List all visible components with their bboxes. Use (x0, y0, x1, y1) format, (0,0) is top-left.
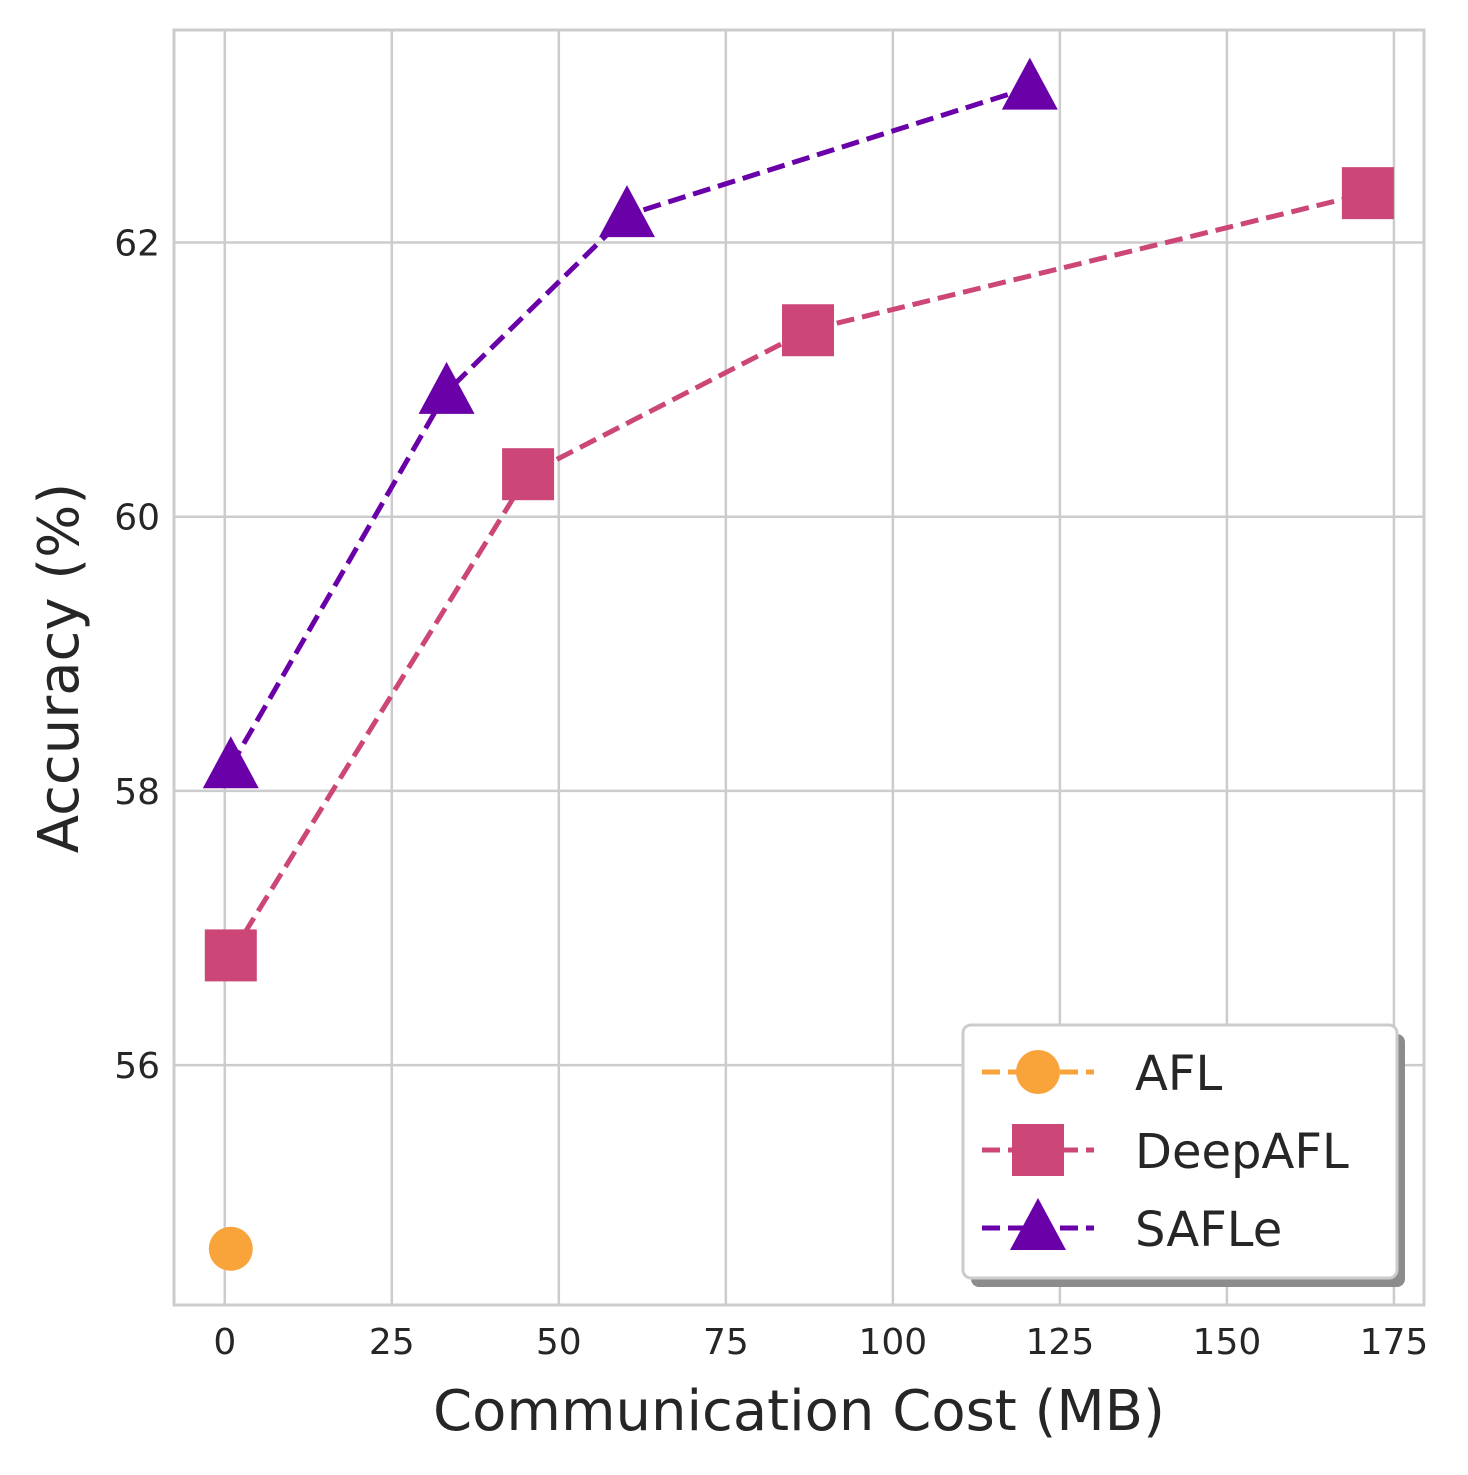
x-tick-label: 75 (703, 1322, 749, 1363)
plot-frame (172, 28, 1426, 1307)
legend-label-afl: AFL (1135, 1046, 1222, 1102)
y-axis-label: Accuracy (%) (27, 483, 92, 853)
legend-marker-safle (1010, 1198, 1066, 1250)
deepafl-point (502, 448, 555, 501)
x-tick-label: 0 (213, 1322, 236, 1363)
x-tick-label: 25 (369, 1322, 415, 1363)
legend-label-safle: SAFLe (1135, 1202, 1282, 1258)
series-afl (208, 1226, 253, 1271)
x-tick-label: 125 (1026, 1322, 1095, 1363)
safle-point (1001, 57, 1058, 110)
y-tick-label: 58 (114, 772, 160, 813)
y-tick-label: 56 (114, 1046, 160, 1087)
safle-point (598, 185, 655, 238)
x-tick-label: 50 (536, 1322, 582, 1363)
safle-line (228, 85, 1031, 768)
safle-point (202, 736, 259, 789)
legend: AFL DeepAFL SAFLe (961, 1023, 1405, 1287)
grid (174, 30, 1424, 1305)
afl-point (208, 1226, 253, 1271)
legend-label-deepafl: DeepAFL (1135, 1124, 1349, 1180)
legend-marker-afl (1016, 1050, 1060, 1094)
deepafl-point (1341, 167, 1394, 220)
legend-box (961, 1023, 1399, 1280)
y-tick-label: 60 (114, 498, 160, 539)
y-tick-labels: 56 58 60 62 (114, 224, 160, 1088)
legend-marker-deepafl (1012, 1124, 1064, 1176)
deepafl-point (204, 929, 257, 982)
x-tick-label: 100 (859, 1322, 928, 1363)
deepafl-point (782, 304, 835, 357)
x-tick-label: 150 (1193, 1322, 1262, 1363)
y-tick-label: 62 (114, 224, 160, 265)
x-tick-label: 175 (1360, 1322, 1429, 1363)
x-axis-label: Communication Cost (MB) (433, 1379, 1165, 1444)
safle-point (418, 361, 475, 414)
series-deepafl (204, 167, 1394, 982)
series-safle (202, 57, 1058, 789)
x-tick-labels: 0 25 50 75 100 125 150 175 (213, 1322, 1428, 1363)
series-layer (202, 57, 1394, 1271)
